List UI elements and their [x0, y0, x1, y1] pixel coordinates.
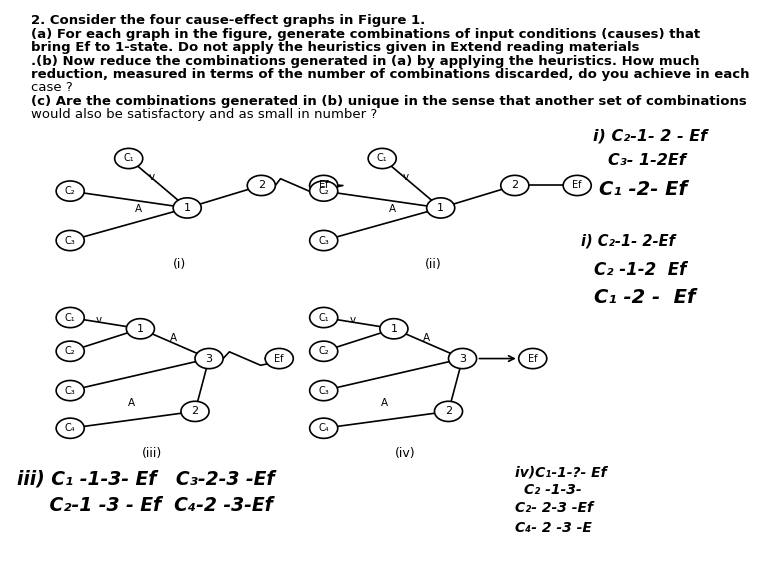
- Text: (i): (i): [173, 257, 186, 271]
- Text: would also be satisfactory and as small in number ?: would also be satisfactory and as small …: [31, 108, 378, 121]
- Text: 1: 1: [438, 203, 444, 213]
- Text: C₃: C₃: [318, 386, 329, 396]
- Circle shape: [265, 348, 293, 369]
- Text: C₃: C₃: [318, 235, 329, 246]
- Text: C₁ -2- Ef: C₁ -2- Ef: [599, 180, 687, 200]
- Text: 1: 1: [391, 324, 397, 334]
- Text: A: A: [127, 398, 135, 408]
- Text: Ef: Ef: [275, 353, 284, 364]
- Text: A: A: [169, 333, 177, 343]
- Text: C₂: C₂: [65, 186, 76, 196]
- Circle shape: [126, 319, 154, 339]
- Text: C₂ -1-3-: C₂ -1-3-: [524, 483, 582, 497]
- Text: A: A: [135, 204, 143, 214]
- Text: C₂-1 -3 - Ef  C₄-2 -3-Ef: C₂-1 -3 - Ef C₄-2 -3-Ef: [17, 496, 273, 515]
- Text: case ?: case ?: [31, 81, 73, 94]
- Circle shape: [427, 198, 455, 218]
- Circle shape: [56, 380, 84, 401]
- Text: C₁ -2 -  Ef: C₁ -2 - Ef: [594, 288, 696, 307]
- Circle shape: [56, 230, 84, 251]
- Circle shape: [56, 307, 84, 328]
- Text: A: A: [381, 398, 388, 408]
- Text: Ef: Ef: [319, 180, 328, 191]
- Text: (iv): (iv): [395, 447, 416, 460]
- Text: iv)C₁-1-?- Ef: iv)C₁-1-?- Ef: [515, 465, 606, 479]
- Text: C₄: C₄: [318, 423, 329, 433]
- Circle shape: [380, 319, 408, 339]
- Text: iii) C₁ -1-3- Ef   C₃-2-3 -Ef: iii) C₁ -1-3- Ef C₃-2-3 -Ef: [17, 469, 275, 488]
- Text: i) C₂-1- 2-Ef: i) C₂-1- 2-Ef: [581, 233, 675, 248]
- Circle shape: [501, 175, 529, 196]
- Text: 2: 2: [511, 180, 519, 191]
- Text: A: A: [388, 204, 396, 214]
- Circle shape: [519, 348, 547, 369]
- Text: 2: 2: [445, 406, 452, 416]
- Text: Ef: Ef: [573, 180, 582, 191]
- Circle shape: [173, 198, 201, 218]
- Text: C₁: C₁: [65, 312, 76, 323]
- Text: C₃: C₃: [65, 386, 76, 396]
- Text: 2: 2: [191, 406, 199, 416]
- Circle shape: [195, 348, 223, 369]
- Text: 1: 1: [137, 324, 144, 334]
- Circle shape: [310, 307, 338, 328]
- Circle shape: [56, 181, 84, 201]
- Text: reduction, measured in terms of the number of combinations discarded, do you ach: reduction, measured in terms of the numb…: [31, 68, 750, 81]
- Text: (iii): (iii): [142, 447, 162, 460]
- Circle shape: [181, 401, 209, 422]
- Circle shape: [563, 175, 591, 196]
- Circle shape: [448, 348, 477, 369]
- Text: (c) Are the combinations generated in (b) unique in the sense that another set o: (c) Are the combinations generated in (b…: [31, 95, 747, 108]
- Text: 1: 1: [184, 203, 190, 213]
- Circle shape: [310, 341, 338, 361]
- Text: C₁: C₁: [377, 153, 388, 164]
- Circle shape: [310, 380, 338, 401]
- Text: v: v: [402, 172, 409, 182]
- Text: C₃: C₃: [65, 235, 76, 246]
- Text: 2. Consider the four cause-effect graphs in Figure 1.: 2. Consider the four cause-effect graphs…: [31, 14, 425, 27]
- Circle shape: [310, 175, 338, 196]
- Circle shape: [247, 175, 275, 196]
- Text: C₄: C₄: [65, 423, 76, 433]
- Circle shape: [56, 341, 84, 361]
- Circle shape: [310, 181, 338, 201]
- Text: bring Ef to 1-state. Do not apply the heuristics given in Extend reading materia: bring Ef to 1-state. Do not apply the he…: [31, 41, 640, 54]
- Text: C₁: C₁: [123, 153, 134, 164]
- Circle shape: [310, 230, 338, 251]
- Text: v: v: [349, 315, 356, 325]
- Circle shape: [368, 148, 396, 169]
- Text: v: v: [96, 315, 102, 325]
- Text: .(b) Now reduce the combinations generated in (a) by applying the heuristics. Ho: .(b) Now reduce the combinations generat…: [31, 55, 700, 67]
- Circle shape: [434, 401, 463, 422]
- Text: C₂- 2-3 -Ef: C₂- 2-3 -Ef: [515, 501, 593, 515]
- Text: C₄- 2 -3 -E: C₄- 2 -3 -E: [515, 522, 592, 535]
- Text: A: A: [423, 333, 431, 343]
- Text: (ii): (ii): [424, 257, 441, 271]
- Text: C₂: C₂: [65, 346, 76, 356]
- Text: (a) For each graph in the figure, generate combinations of input conditions (cau: (a) For each graph in the figure, genera…: [31, 28, 700, 40]
- Text: C₂ -1-2  Ef: C₂ -1-2 Ef: [594, 261, 686, 279]
- Text: C₂: C₂: [318, 346, 329, 356]
- Text: 3: 3: [206, 353, 212, 364]
- Text: Ef: Ef: [528, 353, 537, 364]
- Text: C₂: C₂: [318, 186, 329, 196]
- Text: C₁: C₁: [318, 312, 329, 323]
- Text: 3: 3: [459, 353, 466, 364]
- Circle shape: [115, 148, 143, 169]
- Text: 2: 2: [257, 180, 265, 191]
- Text: C₃- 1-2Ef: C₃- 1-2Ef: [608, 153, 686, 167]
- Text: i) C₂-1- 2 - Ef: i) C₂-1- 2 - Ef: [593, 129, 707, 143]
- Text: v: v: [149, 172, 155, 182]
- Circle shape: [310, 418, 338, 438]
- Circle shape: [56, 418, 84, 438]
